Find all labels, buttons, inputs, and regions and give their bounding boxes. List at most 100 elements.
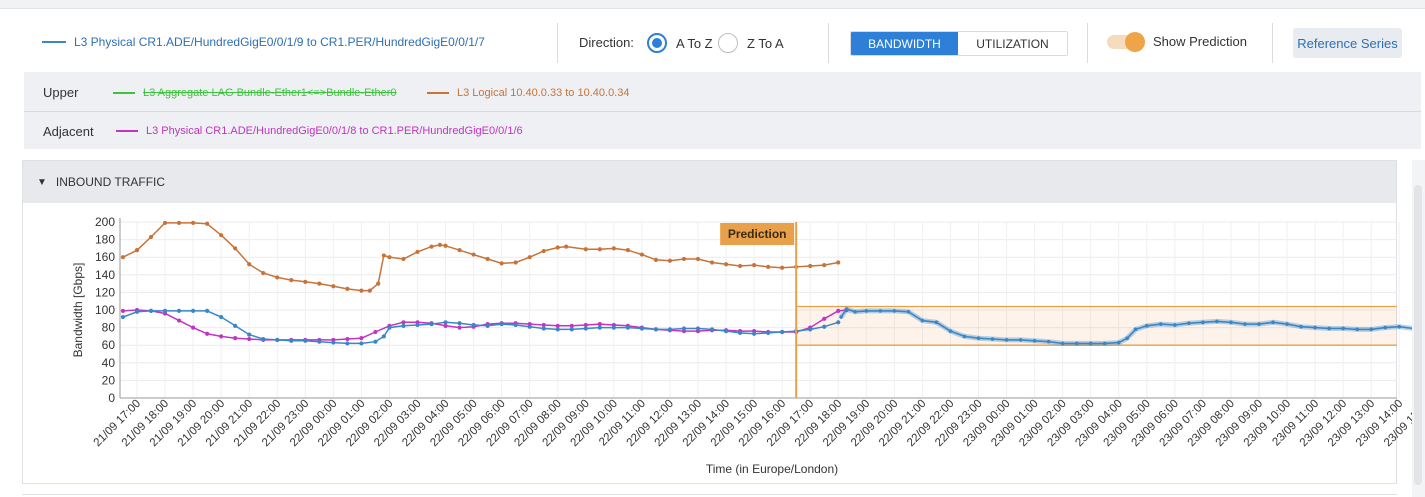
data-point bbox=[1341, 326, 1345, 331]
divider bbox=[557, 23, 558, 63]
data-point bbox=[564, 244, 569, 249]
data-point bbox=[920, 318, 925, 323]
data-point bbox=[1018, 338, 1023, 342]
show-prediction-toggle[interactable]: Show Prediction bbox=[1107, 31, 1247, 52]
adjacent-series-physical[interactable]: L3 Physical CR1.ADE/HundredGigE0/0/1/8 t… bbox=[116, 125, 523, 137]
data-point bbox=[1383, 325, 1388, 330]
data-point bbox=[555, 245, 560, 250]
data-point bbox=[303, 279, 308, 284]
data-point bbox=[359, 336, 364, 341]
data-point bbox=[331, 340, 336, 345]
data-point bbox=[1313, 325, 1317, 330]
data-point bbox=[381, 334, 386, 339]
data-point bbox=[822, 324, 827, 329]
data-point bbox=[247, 332, 252, 337]
data-point bbox=[864, 309, 869, 313]
chart-toolbar: L3 Physical CR1.ADE/HundredGigE0/0/1/9 t… bbox=[0, 9, 1425, 72]
x-axis-title: Time (in Europe/London) bbox=[706, 462, 838, 476]
data-point bbox=[331, 284, 336, 289]
data-point bbox=[990, 337, 995, 341]
primary-series-label: L3 Physical CR1.ADE/HundredGigE0/0/1/9 t… bbox=[74, 35, 485, 49]
bandwidth-tab[interactable]: BANDWIDTH bbox=[851, 32, 958, 55]
data-point bbox=[541, 322, 546, 328]
series-swatch bbox=[427, 91, 449, 94]
data-point bbox=[120, 308, 126, 313]
data-point bbox=[611, 325, 616, 330]
data-point bbox=[1285, 322, 1289, 326]
data-point bbox=[317, 281, 322, 286]
y-tick-label: 140 bbox=[95, 268, 115, 282]
series-line bbox=[840, 308, 1425, 345]
utilization-tab[interactable]: UTILIZATION bbox=[958, 32, 1067, 55]
upper-series-aggregate[interactable]: L3 Aggregate LAG Bundle-Ether1<=>Bundle-… bbox=[113, 87, 397, 99]
data-point bbox=[1102, 341, 1107, 346]
data-point bbox=[443, 323, 448, 328]
data-point bbox=[822, 316, 827, 321]
adjacent-label: Adjacent bbox=[43, 123, 94, 139]
data-point bbox=[485, 256, 490, 262]
data-point bbox=[1116, 340, 1121, 345]
direction-z-to-a-radio[interactable]: Z To A bbox=[718, 33, 784, 53]
data-point bbox=[625, 325, 630, 330]
data-point bbox=[345, 341, 350, 346]
data-point bbox=[499, 321, 504, 327]
data-point bbox=[176, 220, 182, 225]
data-point bbox=[429, 244, 434, 249]
data-point bbox=[1187, 321, 1191, 326]
data-point bbox=[191, 325, 196, 330]
data-point bbox=[681, 326, 687, 331]
direction-label: Direction: bbox=[579, 35, 634, 50]
data-point bbox=[275, 337, 280, 343]
data-point bbox=[247, 336, 252, 342]
data-point bbox=[808, 263, 813, 269]
metric-toggle: BANDWIDTH UTILIZATION bbox=[850, 31, 1068, 56]
data-point bbox=[359, 341, 364, 346]
data-point bbox=[948, 329, 953, 333]
data-point bbox=[443, 320, 448, 325]
data-point bbox=[569, 323, 574, 328]
data-point bbox=[317, 339, 322, 344]
data-point bbox=[653, 257, 659, 262]
data-point bbox=[381, 253, 386, 258]
inbound-traffic-header[interactable]: ▼ INBOUND TRAFFIC bbox=[23, 161, 1396, 203]
upper-series-aggregate-label: L3 Aggregate LAG Bundle-Ether1<=>Bundle-… bbox=[143, 86, 397, 99]
data-point bbox=[822, 263, 827, 268]
divider bbox=[1272, 23, 1273, 63]
data-point bbox=[639, 252, 645, 257]
data-point bbox=[583, 322, 588, 328]
data-point bbox=[667, 258, 673, 263]
data-point bbox=[513, 260, 518, 265]
y-tick-label: 60 bbox=[102, 338, 116, 352]
y-tick-label: 80 bbox=[102, 321, 116, 335]
data-point bbox=[1046, 339, 1051, 344]
data-point bbox=[780, 265, 785, 270]
direction-a-to-z-radio[interactable]: A To Z bbox=[647, 33, 713, 53]
data-point bbox=[1271, 320, 1275, 325]
upper-series-logical[interactable]: L3 Logical 10.40.0.33 to 10.40.0.34 bbox=[427, 87, 629, 99]
data-point bbox=[808, 327, 813, 332]
data-point bbox=[387, 255, 392, 260]
prediction-label-box bbox=[720, 223, 795, 245]
data-point bbox=[752, 331, 757, 336]
data-point bbox=[1243, 322, 1247, 326]
data-point bbox=[527, 324, 532, 329]
panel-title: INBOUND TRAFFIC bbox=[55, 175, 166, 189]
data-point bbox=[1060, 341, 1065, 346]
data-point bbox=[839, 315, 843, 319]
data-point bbox=[723, 262, 729, 267]
data-point bbox=[527, 255, 532, 260]
data-point bbox=[191, 220, 196, 225]
reference-series-button[interactable]: Reference Series bbox=[1293, 28, 1402, 58]
data-point bbox=[513, 322, 518, 328]
data-point bbox=[639, 326, 645, 331]
y-tick-label: 120 bbox=[95, 285, 115, 299]
data-point bbox=[541, 326, 546, 331]
scrollbar-thumb[interactable] bbox=[1414, 185, 1422, 485]
data-point bbox=[219, 233, 224, 238]
data-point bbox=[892, 309, 897, 313]
data-point bbox=[1215, 319, 1219, 324]
primary-series-selector[interactable]: L3 Physical CR1.ADE/HundredGigE0/0/1/9 t… bbox=[42, 35, 485, 49]
data-point bbox=[597, 321, 602, 327]
data-point bbox=[233, 246, 238, 251]
